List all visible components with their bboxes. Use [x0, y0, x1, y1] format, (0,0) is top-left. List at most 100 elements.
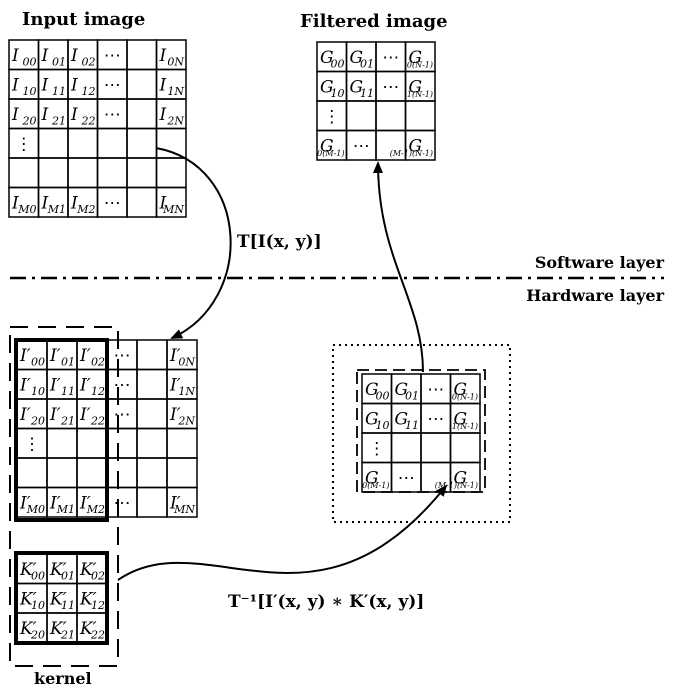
cell-base-symbol: I	[41, 46, 49, 66]
forward-transform-formula: T[I(x, y)]	[237, 232, 322, 252]
cell-base-symbol: G	[409, 136, 423, 156]
cell-base-symbol: I	[159, 105, 167, 125]
cell-base-symbol: I	[41, 105, 49, 125]
grid-cell	[67, 127, 99, 159]
grid-cell: G0(N-1)	[404, 41, 436, 73]
grid-cell: ⋯	[390, 461, 422, 493]
grid-cell	[96, 127, 128, 159]
cell-base-symbol: I′	[19, 375, 31, 395]
result-upload-arrow	[373, 161, 424, 373]
grid-cell: G10	[316, 70, 348, 102]
grid-cell	[126, 127, 158, 159]
cell-subscript: M2	[76, 203, 95, 216]
grid-cell	[375, 100, 407, 132]
grid-cell: I 01	[37, 39, 69, 71]
filtered-image-title: Filtered image	[300, 11, 448, 32]
cell-base-symbol: I′	[79, 375, 91, 395]
software-layer-label: Software layer	[535, 253, 665, 272]
cell-base-symbol: G	[395, 409, 409, 429]
ellipsis-mark: ⋮	[323, 107, 340, 127]
grid-cell	[345, 100, 377, 132]
cell-base-symbol: G	[365, 468, 379, 488]
grid-cell: ⋯	[96, 68, 128, 100]
ellipsis-mark: ⋯	[398, 468, 415, 488]
grid-cell: G00	[316, 41, 348, 73]
cell-subscript: 10	[31, 599, 45, 612]
grid-cell: I′ 12	[76, 368, 108, 400]
cell-subscript: 0(M-1)	[362, 481, 389, 490]
ellipsis-mark: ⋯	[114, 493, 131, 513]
cell-subscript: 02	[91, 356, 105, 369]
grid-cell: ⋯	[345, 129, 377, 161]
cell-subscript: 1N	[167, 85, 184, 98]
inverse-transform-arrow	[117, 484, 448, 581]
grid-cell	[126, 98, 158, 130]
cell-subscript: 0(N-1)	[452, 393, 478, 402]
cell-subscript: 00	[31, 356, 45, 369]
grid-cell	[136, 486, 168, 518]
cell-subscript: 01	[360, 58, 374, 71]
input-image-grid: I 00 I 01 I 02 ⋯ I 0NI 10 I 11 I 12 ⋯ I 1NI 20 I 21 I 22 ⋯ I 2N⋮…	[8, 39, 187, 218]
grid-cell: I′ 22	[76, 398, 108, 430]
cell-base-symbol: I′	[49, 375, 61, 395]
cell-base-symbol: I′	[79, 405, 91, 425]
ellipsis-mark: ⋯	[104, 75, 121, 95]
cell-subscript: 2N	[177, 415, 195, 428]
cell-base-symbol: I′	[19, 493, 31, 513]
ellipsis-mark: ⋯	[114, 375, 131, 395]
grid-cell	[37, 127, 69, 159]
grid-cell: G(M-1)(N-1)	[390, 129, 436, 161]
cell-subscript: 02	[91, 570, 105, 583]
cell-subscript: 21	[60, 415, 75, 428]
grid-cell: ⋯	[96, 39, 128, 71]
cell-base-symbol: G	[365, 380, 379, 400]
grid-cell: I′ 21	[46, 398, 78, 430]
grid-cell: I 1N	[155, 68, 187, 100]
grid-cell: I 2N	[155, 98, 187, 130]
cell-base-symbol: G	[320, 136, 334, 156]
cell-base-symbol: I	[11, 193, 19, 213]
grid-cell	[96, 157, 128, 189]
grid-cell: G11	[390, 402, 422, 434]
cell-base-symbol: I′	[169, 346, 181, 366]
cell-base-symbol: G	[454, 468, 468, 488]
cell-subscript: 10	[23, 85, 37, 98]
grid-cell: I′M0	[16, 486, 48, 518]
grid-cell: ⋮	[8, 127, 40, 159]
cell-subscript: 11	[52, 85, 66, 98]
ellipsis-mark: ⋯	[353, 136, 370, 156]
cell-subscript: 01	[61, 570, 75, 583]
cell-base-symbol: I′	[79, 493, 91, 513]
cell-subscript: 10	[376, 419, 390, 432]
grid-cell: I′0N	[166, 339, 198, 371]
cell-subscript: 00	[376, 390, 390, 403]
grid-cell: ⋯	[106, 398, 138, 430]
grid-cell: G1(N-1)	[404, 70, 436, 102]
cell-base-symbol: I′	[49, 405, 61, 425]
grid-cell: I′1N	[166, 368, 198, 400]
cell-subscript: 10	[31, 385, 45, 398]
grid-cell	[126, 39, 158, 71]
cell-base-symbol: I	[70, 46, 78, 66]
grid-cell: ⋯	[96, 98, 128, 130]
cell-base-symbol: K′	[49, 560, 67, 580]
cell-subscript: (M-1)(N-1)	[390, 149, 433, 158]
grid-cell: G11	[345, 70, 377, 102]
cell-subscript: 11	[360, 87, 374, 100]
grid-cell	[76, 427, 108, 459]
cell-subscript: (M-1)(N-1)	[435, 481, 478, 490]
grid-cell: G0(N-1)	[449, 373, 481, 405]
cell-base-symbol: G	[395, 380, 409, 400]
grid-cell: I 0N	[155, 39, 187, 71]
cell-base-symbol: G	[320, 77, 334, 97]
grid-cell	[16, 457, 48, 489]
grid-cell: K′21	[46, 612, 78, 644]
cell-base-symbol: I	[159, 193, 167, 213]
grid-cell: ⋯	[96, 186, 128, 218]
ellipsis-mark: ⋮	[15, 134, 32, 154]
kernel-grid-border	[14, 551, 109, 645]
grid-cell: I′ 01	[46, 339, 78, 371]
grid-cell	[126, 186, 158, 218]
cell-subscript: M0	[17, 203, 36, 216]
